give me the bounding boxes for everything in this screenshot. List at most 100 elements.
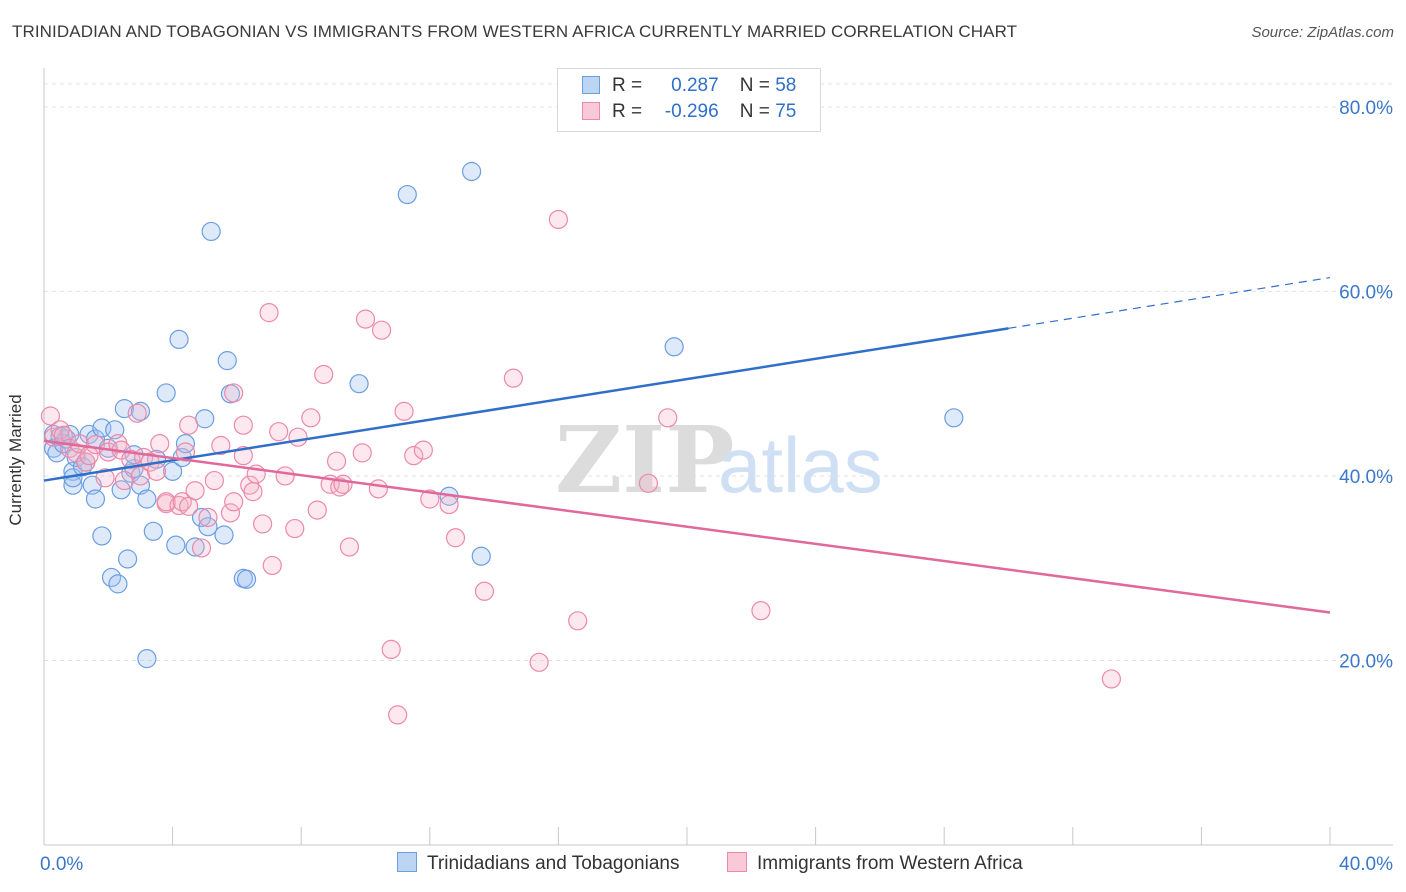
watermark-atlas: atlas: [718, 421, 883, 509]
point-series-2: [404, 446, 424, 466]
y-tick-label: 60.0%: [1339, 282, 1393, 303]
bottom-legend-label-2: Immigrants from Western Africa: [757, 853, 1023, 874]
point-series-2: [568, 611, 588, 631]
trend-lines: [43, 276, 1331, 614]
point-series-2: [413, 440, 433, 460]
trend-line-series-1-extension: [1008, 276, 1331, 329]
point-series-2: [638, 473, 659, 493]
point-series-2: [381, 639, 401, 660]
point-series-1: [117, 549, 138, 569]
point-series-1: [108, 574, 128, 594]
legend-r-value-1: 0.287: [671, 75, 719, 96]
point-series-2: [253, 514, 273, 534]
point-series-1: [137, 489, 157, 509]
y-tick-labels: 20.0% 40.0% 60.0% 80.0%: [1339, 98, 1393, 673]
point-series-1: [944, 408, 964, 428]
chart-title: TRINIDADIAN AND TOBAGONIAN VS IMMIGRANTS…: [12, 22, 1018, 41]
point-series-2: [445, 528, 466, 548]
point-series-2: [156, 492, 176, 512]
point-series-2: [169, 495, 189, 516]
bottom-legend-swatch-pink: [727, 852, 747, 872]
legend-row-series-2: R = -0.296 N = 75: [582, 101, 796, 127]
point-series-2: [40, 406, 61, 426]
point-series-2: [314, 364, 334, 385]
point-series-2: [333, 474, 353, 494]
y-tick-label: 80.0%: [1339, 98, 1393, 119]
point-series-1: [163, 461, 183, 481]
point-series-2: [658, 408, 678, 428]
point-series-2: [339, 537, 360, 557]
point-series-2: [275, 466, 295, 486]
point-series-2: [352, 443, 372, 463]
point-series-2: [233, 415, 253, 435]
point-series-1: [169, 329, 189, 350]
legend-r-label: R =: [612, 75, 643, 96]
point-series-1: [397, 184, 417, 205]
x-tick-labels: 0.0% 40.0%: [40, 854, 1393, 875]
point-series-1: [156, 383, 176, 403]
point-series-1: [349, 374, 369, 394]
point-series-2: [224, 492, 244, 512]
point-series-2: [503, 368, 523, 388]
point-series-2: [204, 470, 224, 491]
point-series-1: [471, 546, 491, 566]
point-series-2: [420, 489, 440, 509]
point-series-2: [269, 422, 289, 442]
point-series-2: [529, 652, 549, 672]
trend-line-series-2: [43, 439, 1331, 614]
point-series-2: [751, 601, 771, 621]
point-series-2: [50, 420, 70, 440]
point-series-2: [191, 538, 212, 558]
point-series-2: [224, 383, 244, 403]
point-series-1: [130, 401, 151, 421]
point-series-1: [166, 535, 186, 555]
point-series-1: [217, 351, 237, 371]
point-series-1: [195, 409, 215, 429]
point-series-1: [143, 521, 163, 541]
point-series-1: [236, 569, 257, 589]
point-series-2: [355, 309, 376, 329]
legend-n-value-1: 58: [775, 75, 797, 96]
point-series-2: [371, 320, 392, 340]
point-series-2: [259, 303, 279, 323]
point-series-2: [394, 401, 414, 421]
x-tick-label: 0.0%: [40, 854, 83, 875]
legend-r-value-2: -0.296: [664, 101, 719, 122]
point-series-2: [262, 555, 282, 576]
y-tick-label: 20.0%: [1339, 651, 1393, 672]
point-series-2: [114, 470, 134, 491]
legend-n-value-2: 75: [775, 101, 797, 122]
series-1-points: [44, 161, 964, 669]
point-series-2: [220, 503, 241, 523]
point-series-1: [664, 337, 684, 357]
x-tick-label: 40.0%: [1339, 854, 1393, 875]
point-series-2: [285, 518, 305, 539]
point-series-1: [85, 489, 106, 509]
legend-r-label: R =: [612, 101, 643, 122]
legend-n-label: N =: [739, 75, 770, 96]
legend-swatch-pink: [582, 102, 600, 120]
point-series-2: [179, 415, 199, 435]
bottom-legend-series-1: Trinidadians and Tobagonians: [397, 852, 679, 875]
point-series-2: [548, 209, 569, 230]
point-series-2: [301, 408, 321, 428]
point-series-2: [439, 494, 459, 515]
bottom-legend-swatch-blue: [397, 852, 417, 872]
point-series-2: [211, 435, 231, 456]
point-series-2: [388, 705, 408, 725]
point-series-2: [288, 427, 308, 447]
point-series-1: [137, 649, 157, 669]
point-series-2: [198, 507, 218, 528]
y-axis-label: Currently Married: [6, 394, 25, 526]
point-series-2: [127, 403, 147, 423]
point-series-1: [201, 221, 221, 242]
point-series-2: [150, 434, 170, 454]
legend-swatch-blue: [582, 76, 600, 94]
source-label: Source: ZipAtlas.com: [1251, 24, 1394, 41]
legend: R = 0.287 N = 58 R = -0.296 N = 75: [557, 68, 821, 132]
trend-line-series-1: [43, 327, 1009, 482]
point-series-2: [368, 479, 388, 499]
point-series-1: [461, 161, 482, 182]
point-series-2: [1101, 669, 1121, 689]
